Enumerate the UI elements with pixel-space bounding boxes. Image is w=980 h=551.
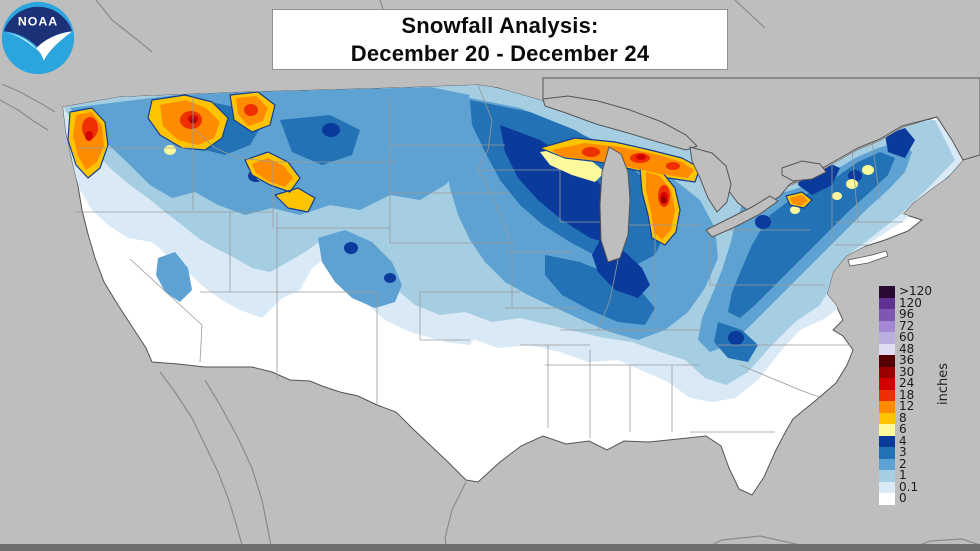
legend-label: 120 (899, 295, 922, 310)
noaa-logo: NOAA (1, 1, 75, 75)
map-title-line1: Snowfall Analysis: (401, 12, 599, 38)
legend-label: 0 (899, 491, 907, 505)
gulf-of-california-coast (204, 379, 273, 551)
legend-swatch (879, 332, 895, 344)
lake-huron (689, 146, 732, 213)
legend-label: 6 (899, 422, 907, 436)
legend-label: 24 (899, 376, 915, 390)
bc-border-hint (95, 0, 153, 53)
state-borders (75, 84, 903, 438)
legend-label: 18 (899, 387, 915, 402)
great-lakes (542, 95, 827, 263)
snow-region-12in (73, 96, 808, 240)
legend-swatch (879, 320, 895, 332)
legend-label: 12 (899, 399, 915, 413)
legend-entry: 18 (879, 387, 932, 402)
legend-swatch (879, 297, 895, 309)
legend-entry: 60 (879, 330, 932, 344)
legend-label: 30 (899, 364, 915, 379)
legend-entry: 36 (879, 353, 932, 367)
legend-entry: 12 (879, 399, 932, 413)
legend-swatch (879, 447, 895, 459)
legend-swatch (879, 355, 895, 367)
legend-entry: 8 (879, 410, 932, 425)
legend-label: 96 (899, 307, 915, 321)
legend-entry: 120 (879, 295, 932, 310)
legend-label: 3 (899, 445, 907, 459)
legend-entry: 30 (879, 364, 932, 379)
legend-label: 8 (899, 410, 907, 425)
legend-entry: 0 (879, 491, 932, 505)
legend-label: >120 (899, 284, 932, 298)
legend-swatch (879, 378, 895, 390)
vancouver-island-coast (0, 83, 56, 131)
state-border-lines (75, 84, 903, 438)
legend-swatch (879, 309, 895, 321)
legend-label: 1 (899, 468, 907, 482)
lake-michigan (599, 146, 631, 263)
legend-label: 2 (899, 456, 907, 471)
legend-entry: 96 (879, 307, 932, 321)
legend-entry: 6 (879, 422, 932, 436)
legend-swatch (879, 435, 895, 447)
legend-swatch (879, 470, 895, 482)
legend-swatch (879, 389, 895, 401)
map-title-box: Snowfall Analysis: December 20 - Decembe… (272, 9, 728, 70)
noaa-logo-text: NOAA (18, 15, 58, 29)
legend-swatch (879, 481, 895, 493)
legend-entry: 1 (879, 468, 932, 482)
legend-label: 60 (899, 330, 915, 344)
legend-entries: >120 120 96 72 6 (879, 284, 932, 505)
legend-entry: 2 (879, 456, 932, 471)
noaa-logo-sky (3, 6, 73, 48)
snowfall-legend: >120 120 96 72 6 (879, 284, 932, 505)
legend-entry: >120 (879, 284, 932, 298)
map-title-line2: December 20 - December 24 (350, 40, 650, 66)
legend-label: 72 (899, 318, 915, 333)
legend-swatch (879, 412, 895, 424)
lake-ontario (781, 160, 827, 182)
lake-erie (705, 195, 779, 238)
baja-coastline (159, 371, 243, 546)
legend-entry: 3 (879, 445, 932, 459)
legend-entry: 0.1 (879, 479, 932, 494)
legend-label: 4 (899, 433, 907, 448)
legend-swatch (879, 366, 895, 378)
snow-region-2in (70, 87, 912, 352)
legend-swatch (879, 424, 895, 436)
legend-swatch (879, 343, 895, 355)
legend-entry: 4 (879, 433, 932, 448)
legend-label: 0.1 (899, 479, 919, 494)
legend-entry: 72 (879, 318, 932, 333)
long-island (847, 250, 889, 267)
legend-label: 48 (899, 341, 915, 356)
legend-swatch (879, 493, 895, 505)
legend-unit-label: inches (936, 363, 951, 406)
bottom-bar (0, 544, 980, 551)
legend-swatch (879, 286, 895, 298)
legend-swatch (879, 401, 895, 413)
noaa-logo-seagull (3, 31, 73, 61)
legend-entry: 48 (879, 341, 932, 356)
legend-label: 36 (899, 353, 915, 367)
legend-swatch (879, 458, 895, 470)
legend-entry: 24 (879, 376, 932, 390)
